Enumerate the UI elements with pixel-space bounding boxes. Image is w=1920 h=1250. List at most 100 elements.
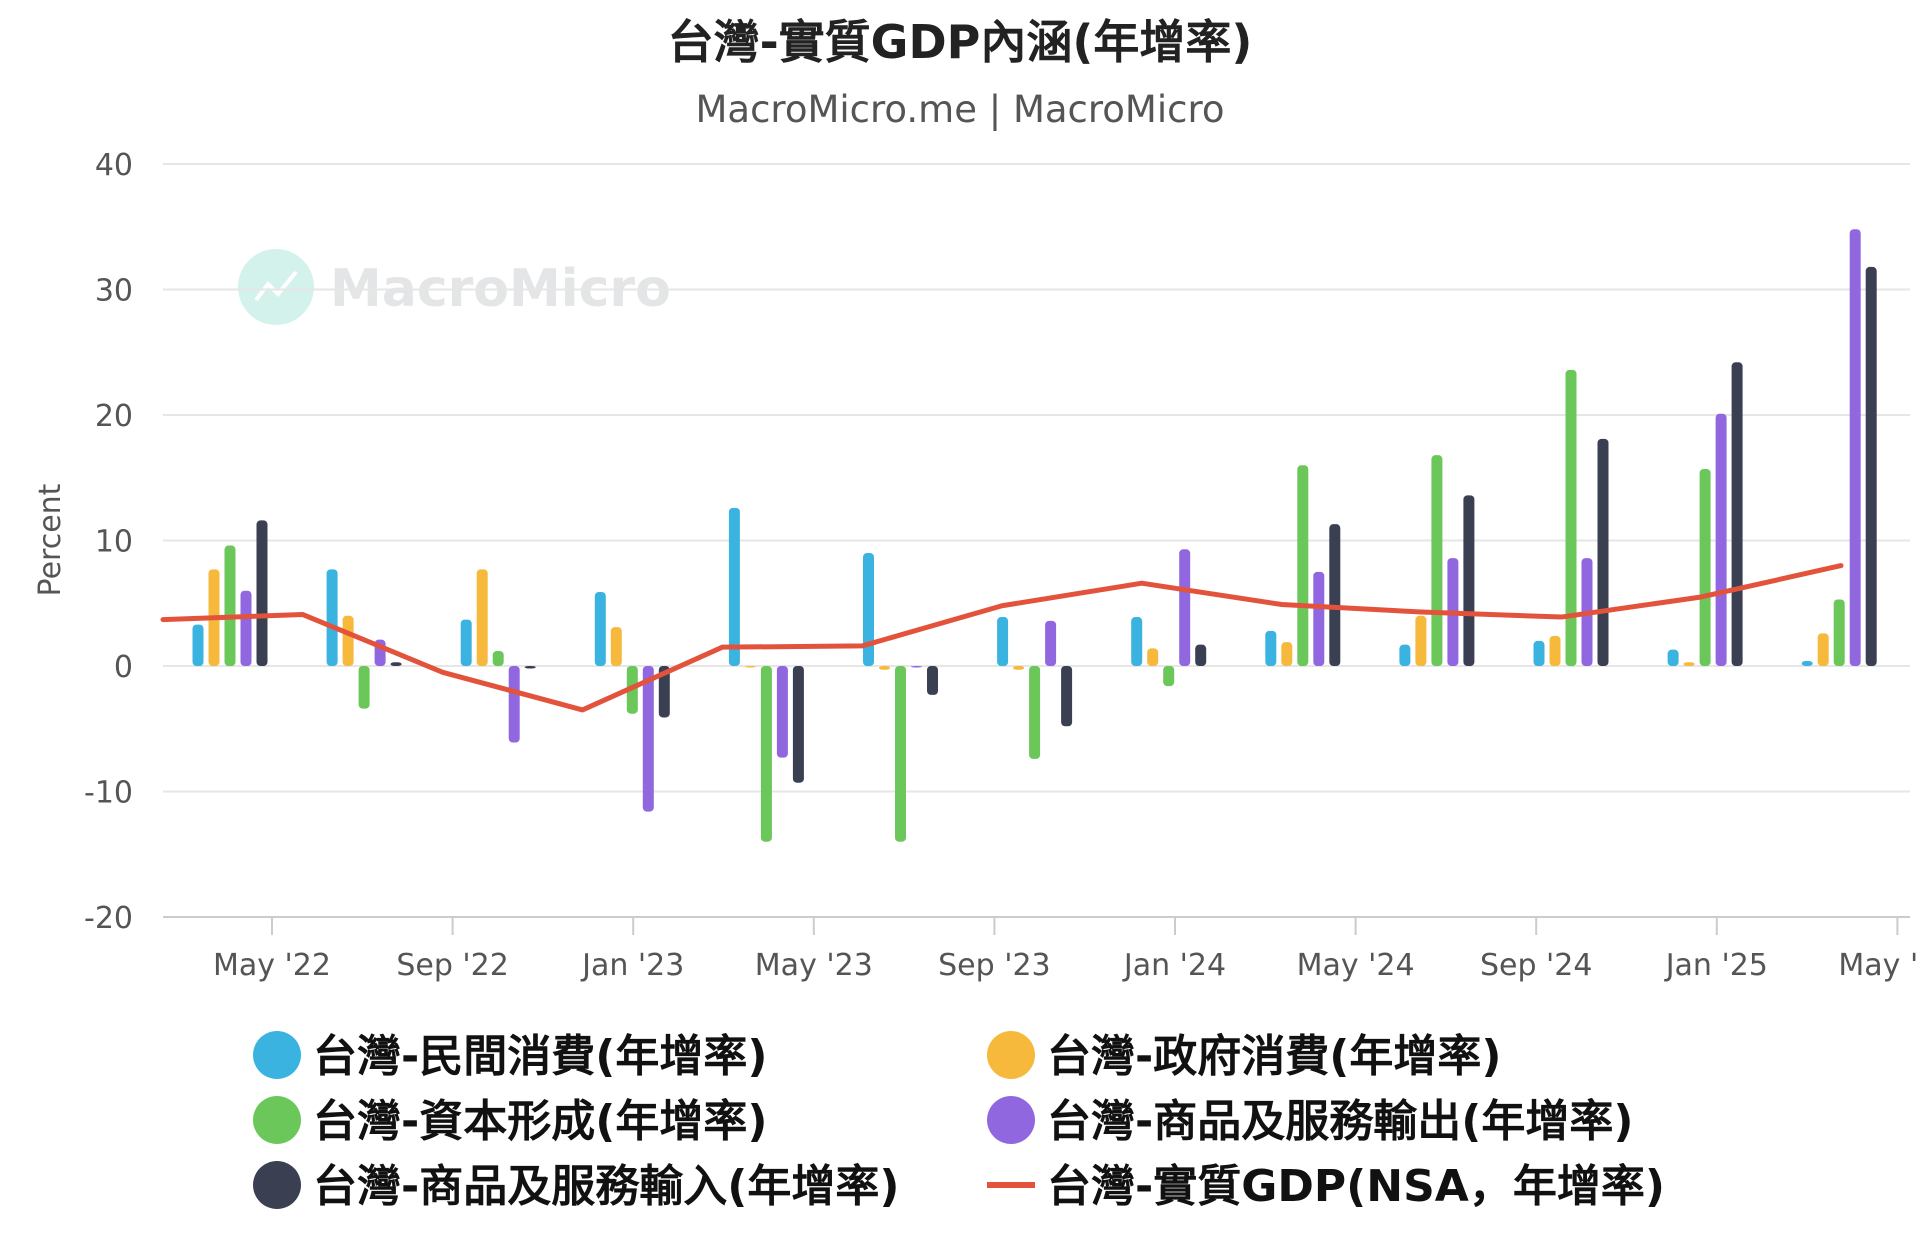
bar-series-5	[1463, 495, 1475, 666]
legend-item-6[interactable]: 台灣-實質GDP(NSA，年增率)	[987, 1161, 1665, 1212]
legend-swatch	[253, 1031, 301, 1079]
bar-series-2	[476, 569, 488, 666]
legend-swatch	[253, 1096, 301, 1144]
bar-series-3	[224, 545, 236, 666]
bar-series-5	[1731, 362, 1743, 666]
bar-series-5	[390, 662, 402, 666]
bar-series-2	[1549, 635, 1561, 666]
bar-series-1	[863, 553, 874, 666]
bar-series-5	[1061, 666, 1073, 727]
bar-series-5	[1597, 438, 1609, 666]
legend-item-5[interactable]: 台灣-商品及服務輸入(年增率)	[253, 1161, 899, 1212]
bar-series-3	[1431, 455, 1443, 666]
bar-series-1	[1533, 640, 1545, 666]
bar-series-3	[1699, 468, 1711, 666]
bar-series-3	[1565, 369, 1577, 666]
bar-series-2	[1281, 642, 1293, 666]
bar-series-2	[1415, 615, 1427, 666]
chart-subtitle: MacroMicro.me | MacroMicro	[695, 88, 1224, 131]
bar-series-5	[256, 520, 268, 666]
legend: 台灣-民間消費(年增率) 台灣-政府消費(年增率) 台灣-資本形成(年增率) 台灣-商…	[253, 1031, 1665, 1212]
legend-label: 台灣-資本形成(年增率)	[313, 1096, 767, 1147]
bar-series-2	[1013, 666, 1025, 670]
bar-series-1	[1801, 660, 1813, 666]
x-tick-label: May '23	[755, 948, 873, 983]
x-tick-label: Sep '23	[938, 948, 1051, 983]
bar-series-5	[927, 666, 938, 695]
x-tick-label: May '25	[1838, 948, 1920, 983]
x-ticks: May '22 Sep '22 Jan '23 May '23 Sep '23 Jan '…	[213, 917, 1920, 983]
legend-swatch	[987, 1096, 1035, 1144]
bar-series-4	[1045, 620, 1057, 666]
bar-series-2	[610, 627, 622, 666]
gdp-line-path	[160, 563, 1844, 713]
bar-series-4	[776, 666, 788, 758]
x-tick-label: Sep '22	[396, 948, 509, 983]
legend-item-1[interactable]: 台灣-民間消費(年增率)	[253, 1031, 767, 1082]
bar-series-5	[792, 666, 804, 783]
legend-item-3[interactable]: 台灣-資本形成(年增率)	[253, 1096, 767, 1147]
legend-label: 台灣-民間消費(年增率)	[313, 1031, 767, 1082]
x-tick-label: Jan '23	[580, 948, 684, 983]
y-tick-label: 0	[114, 650, 133, 685]
gridlines	[163, 163, 1910, 918]
bar-series-3	[1029, 666, 1041, 759]
bar-series-1	[594, 591, 606, 666]
legend-swatch	[253, 1161, 301, 1209]
bar-series-1	[460, 619, 472, 666]
bar-series-2	[1683, 662, 1695, 666]
x-tick-label: Jan '24	[1122, 948, 1226, 983]
legend-label: 台灣-實質GDP(NSA，年增率)	[1047, 1161, 1665, 1212]
bar-series-4	[642, 666, 654, 812]
bar-series-1	[326, 569, 338, 666]
bar-series-3	[760, 666, 772, 842]
legend-label: 台灣-商品及服務輸出(年增率)	[1047, 1096, 1633, 1147]
bar-series-4	[911, 666, 922, 668]
gdp-line	[160, 563, 1844, 713]
bar-series-4	[508, 666, 520, 743]
watermark: MacroMicro	[238, 249, 671, 325]
y-tick-label: -20	[84, 901, 133, 936]
y-tick-label: -10	[84, 776, 133, 811]
bar-series-3	[358, 666, 370, 709]
bar-series-5	[1195, 644, 1207, 666]
y-tick-label: 30	[95, 274, 133, 309]
legend-label: 台灣-商品及服務輸入(年增率)	[313, 1161, 899, 1212]
y-tick-label: 20	[95, 399, 133, 434]
bar-series-1	[728, 507, 740, 666]
x-tick-label: May '24	[1297, 948, 1415, 983]
bar-series-1	[1265, 630, 1277, 666]
bar-series-3	[492, 650, 504, 666]
bar-series-4	[1715, 413, 1727, 666]
bar-series-5	[1329, 524, 1341, 666]
bar-series-4	[1849, 229, 1861, 666]
bar-series-5	[524, 666, 536, 669]
legend-item-4[interactable]: 台灣-商品及服務輸出(年增率)	[987, 1096, 1633, 1147]
bars	[192, 229, 1877, 842]
bar-series-4	[1313, 571, 1325, 666]
x-tick-label: May '22	[213, 948, 331, 983]
bar-series-3	[1297, 465, 1309, 666]
legend-swatch	[987, 1031, 1035, 1079]
bar-series-1	[192, 624, 204, 666]
bar-series-3	[1833, 599, 1845, 666]
bar-series-2	[1817, 633, 1829, 666]
y-tick-label: 10	[95, 525, 133, 560]
x-tick-label: Jan '25	[1664, 948, 1768, 983]
bar-series-1	[997, 617, 1009, 666]
bar-series-2	[1147, 648, 1159, 666]
legend-item-2[interactable]: 台灣-政府消費(年增率)	[987, 1031, 1501, 1082]
bar-series-3	[1163, 666, 1175, 687]
bar-series-2	[342, 615, 354, 666]
chart-title: 台灣-實質GDP內涵(年增率)	[668, 15, 1253, 69]
bar-series-1	[1131, 617, 1143, 666]
bar-series-4	[240, 590, 252, 666]
bar-series-4	[1179, 549, 1191, 666]
legend-label: 台灣-政府消費(年增率)	[1047, 1031, 1501, 1082]
watermark-logo-icon	[238, 249, 314, 325]
bar-series-5	[658, 666, 670, 718]
bar-series-1	[1399, 644, 1411, 666]
bar-series-5	[1865, 266, 1877, 666]
